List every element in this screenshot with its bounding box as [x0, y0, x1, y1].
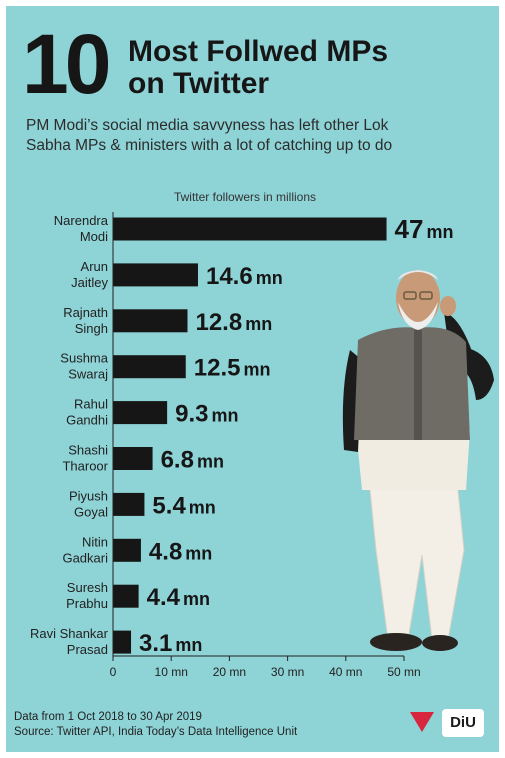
x-tick-label: 20 mn — [213, 665, 246, 679]
value-number: 14.6 — [206, 263, 253, 290]
value-unit: mn — [212, 406, 239, 426]
category-label: Tharoor — [62, 459, 108, 474]
chart-title: Twitter followers in millions — [174, 190, 316, 204]
value-number: 5.4 — [152, 492, 186, 519]
x-tick-label: 50 mn — [387, 665, 420, 679]
value-unit: mn — [185, 543, 212, 563]
value-unit: mn — [426, 222, 453, 242]
category-label: Jaitley — [71, 275, 108, 290]
india-today-logo — [410, 712, 434, 732]
value-number: 12.8 — [195, 309, 242, 336]
title-line-1: Most Follwed MPs — [128, 35, 389, 68]
value-unit: mn — [175, 635, 202, 655]
value-number: 12.5 — [194, 355, 241, 382]
category-label: Nitin — [82, 534, 108, 549]
value-label: 5.4 mn — [152, 492, 215, 519]
value-label: 14.6 mn — [206, 263, 283, 290]
x-tick-label: 30 mn — [271, 665, 304, 679]
category-label: Prabhu — [66, 596, 108, 611]
category-label: Singh — [75, 321, 108, 336]
value-unit: mn — [256, 268, 283, 288]
bar — [113, 401, 168, 425]
subtitle-line-1: PM Modi’s social media savvyness has lef… — [26, 117, 389, 134]
category-label: Gadkari — [62, 550, 108, 565]
x-tick-label: 0 — [110, 665, 117, 679]
value-number: 4.8 — [149, 538, 182, 565]
headline-number: 10 — [22, 17, 111, 111]
value-unit: mn — [245, 314, 272, 334]
value-unit: mn — [197, 452, 224, 472]
subtitle-line-2: Sabha MPs & ministers with a lot of catc… — [26, 137, 393, 154]
value-label: 4.8 mn — [149, 538, 212, 565]
x-tick-label: 10 mn — [155, 665, 188, 679]
footer-date-range: Data from 1 Oct 2018 to 30 Apr 2019 — [14, 711, 202, 723]
value-label: 9.3 mn — [175, 401, 238, 428]
category-label: Sushma — [60, 351, 108, 366]
value-unit: mn — [183, 589, 210, 609]
politician-illustration — [342, 270, 494, 651]
category-label: Rahul — [74, 397, 108, 412]
value-number: 47 — [395, 214, 424, 244]
value-label: 4.4 mn — [147, 584, 210, 611]
x-tick-label: 40 mn — [329, 665, 362, 679]
diu-logo: DiU — [442, 709, 484, 737]
footer: Data from 1 Oct 2018 to 30 Apr 2019 Sour… — [14, 710, 297, 740]
bar — [113, 263, 198, 287]
title-line-2: on Twitter — [128, 67, 270, 100]
bar — [113, 447, 153, 470]
bar — [113, 355, 186, 379]
bar — [113, 217, 387, 241]
value-unit: mn — [243, 360, 270, 380]
category-label: Piyush — [69, 488, 108, 503]
category-label: Rajnath — [63, 305, 108, 320]
subtitle: PM Modi’s social media savvyness has lef… — [26, 116, 486, 156]
category-label: Gandhi — [66, 413, 108, 428]
bar — [113, 630, 132, 654]
bar — [113, 538, 141, 562]
value-unit: mn — [189, 497, 216, 517]
category-label: Goyal — [74, 504, 108, 519]
value-number: 9.3 — [175, 401, 208, 428]
value-number: 6.8 — [161, 447, 194, 474]
value-label: 6.8 mn — [161, 447, 224, 474]
category-label: Narendra — [54, 213, 109, 228]
category-label: Swaraj — [68, 367, 108, 382]
category-label: Suresh — [67, 580, 108, 595]
value-number: 4.4 — [147, 584, 181, 611]
value-number: 3.1 — [139, 630, 172, 657]
bar — [113, 492, 145, 516]
value-label: 47 mn — [395, 214, 454, 244]
value-label: 12.5 mn — [194, 355, 271, 382]
page-title: Most Follwed MPs on Twitter — [128, 36, 388, 100]
value-label: 3.1 mn — [139, 630, 202, 657]
category-label: Arun — [81, 259, 108, 274]
category-label: Modi — [80, 229, 108, 244]
bar — [113, 584, 139, 608]
category-label: Prasad — [67, 642, 108, 657]
category-label: Ravi Shankar — [30, 626, 109, 641]
bar — [113, 309, 188, 333]
value-label: 12.8 mn — [195, 309, 272, 336]
footer-source: Source: Twitter API, India Today’s Data … — [14, 726, 298, 738]
category-label: Shashi — [68, 443, 108, 458]
